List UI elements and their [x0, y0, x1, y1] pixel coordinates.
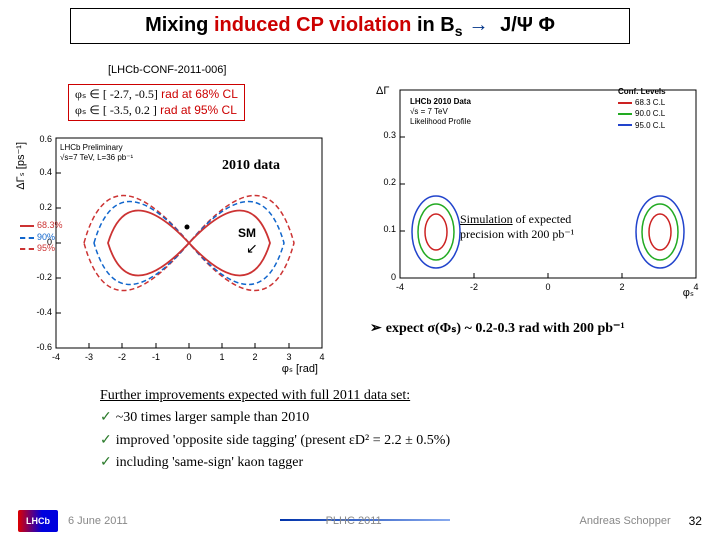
- svg-text:-4: -4: [396, 282, 404, 292]
- right-ylabel: ΔΓ: [376, 85, 389, 97]
- footer-venue: PLHC 2011: [326, 515, 382, 527]
- overlay-2010-data: 2010 data: [222, 158, 280, 174]
- svg-text:-0.4: -0.4: [36, 307, 52, 317]
- lhcb-logo: LHCb: [18, 510, 58, 532]
- check-icon: ✓: [100, 408, 116, 424]
- expect-line: ➢expect σ(Φₛ) ~ 0.2-0.3 rad with 200 pb⁻…: [370, 320, 625, 337]
- svg-text:0.6: 0.6: [39, 134, 52, 144]
- svg-text:-4: -4: [52, 352, 60, 362]
- title-p3-sub: s: [455, 23, 463, 39]
- svg-text:0.2: 0.2: [39, 202, 52, 212]
- further-item-1: ~30 times larger sample than 2010: [116, 410, 310, 425]
- right-title: LHCb 2010 Data: [410, 97, 471, 106]
- title-p2: induced CP violation: [214, 14, 411, 36]
- right-legtitle: Likelihood Profile: [410, 117, 471, 126]
- further-improvements: Further improvements expected with full …: [100, 386, 450, 473]
- title-arrow: →: [463, 14, 495, 36]
- right-cond: √s = 7 TeV: [410, 107, 448, 116]
- left-xlabel: φₛ [rad]: [282, 363, 318, 375]
- title-p4: J/Ψ Φ: [495, 14, 555, 36]
- left-xticks: -4 -3 -2 -1 0 1 2 3 4: [52, 352, 325, 362]
- svg-text:1: 1: [219, 352, 224, 362]
- simulation-caption: Simulation of expected precision with 20…: [460, 212, 574, 242]
- svg-text:-0.2: -0.2: [36, 272, 52, 282]
- svg-text:0.2: 0.2: [383, 177, 396, 187]
- title-p1: Mixing: [145, 14, 214, 36]
- svg-text:0.3: 0.3: [383, 130, 396, 140]
- left-legend: 68.3% 90% 95%: [20, 220, 63, 255]
- svg-text:0: 0: [186, 352, 191, 362]
- slide-title: Mixing induced CP violation in Bs→ J/Ψ Φ: [70, 8, 630, 44]
- expect-arrow-icon: ➢: [370, 321, 386, 336]
- phi-line2-red: rad at 95% CL: [157, 103, 237, 117]
- right-leg-90: 90.0 C.L: [635, 108, 665, 119]
- right-leg-95: 95.0 C.L: [635, 120, 665, 131]
- further-item-3: including 'same-sign' kaon tagger: [116, 455, 303, 470]
- sim-line2: precision with 200 pb⁻¹: [460, 227, 574, 242]
- phi-line2-sym: φₛ ∈ [ -3.5, 0.2 ]: [75, 103, 157, 117]
- svg-text:3: 3: [286, 352, 291, 362]
- further-heading: Further improvements expected with full …: [100, 386, 450, 406]
- svg-text:0.1: 0.1: [383, 224, 396, 234]
- overlay-sm-label: SM: [238, 226, 256, 240]
- further-item-2: improved 'opposite side tagging' (presen…: [116, 433, 450, 448]
- svg-text:-3: -3: [85, 352, 93, 362]
- svg-text:4: 4: [693, 282, 698, 292]
- right-legend-header: Conf. Levels: [618, 86, 708, 97]
- check-icon: ✓: [100, 431, 116, 447]
- phi-line1-sym: φₛ ∈ [ -2.7, -0.5]: [75, 87, 158, 101]
- svg-text:-2: -2: [470, 282, 478, 292]
- expect-text: expect σ(Φₛ) ~ 0.2-0.3 rad with 200 pb⁻¹: [386, 321, 625, 336]
- phi-line1-red: rad at 68% CL: [158, 87, 238, 101]
- svg-text:2: 2: [252, 352, 257, 362]
- footer-author: Andreas Schopper: [580, 515, 671, 527]
- right-leg-68: 68.3 C.L: [635, 97, 665, 108]
- title-p3: in B: [411, 14, 454, 36]
- svg-text:-2: -2: [118, 352, 126, 362]
- check-icon: ✓: [100, 453, 116, 469]
- sm-arrow-icon: ↙: [246, 240, 258, 257]
- right-yticks: 0 0.1 0.2 0.3: [383, 130, 396, 282]
- left-ylabel: ΔΓₛ [ps⁻¹]: [15, 142, 27, 190]
- left-leg-90: 90%: [37, 232, 55, 244]
- right-xticks: -4 -2 0 2 4: [396, 282, 699, 292]
- svg-text:0: 0: [391, 272, 396, 282]
- right-legend: Conf. Levels 68.3 C.L 90.0 C.L 95.0 C.L: [618, 86, 708, 131]
- slide-footer: LHCb 6 June 2011 PLHC 2011 Andreas Schop…: [0, 510, 720, 532]
- page-number: 32: [689, 514, 702, 528]
- left-leg-95: 95%: [37, 243, 55, 255]
- svg-text:4: 4: [319, 352, 324, 362]
- sm-point: [185, 225, 190, 230]
- phi-range-box: φₛ ∈ [ -2.7, -0.5] rad at 68% CL φₛ ∈ [ …: [68, 84, 245, 121]
- svg-text:0.4: 0.4: [39, 167, 52, 177]
- footer-date: 6 June 2011: [68, 515, 128, 527]
- svg-text:2: 2: [619, 282, 624, 292]
- svg-text:0: 0: [545, 282, 550, 292]
- svg-text:-1: -1: [152, 352, 160, 362]
- left-prelim: LHCb Preliminary: [60, 143, 123, 152]
- left-leg-68: 68.3%: [37, 220, 63, 232]
- left-cond: √s=7 TeV, L=36 pb⁻¹: [60, 153, 133, 162]
- reference-label: [LHCb-CONF-2011-006]: [108, 64, 226, 76]
- sim-r: of expected: [513, 212, 572, 226]
- sim-u: Simulation: [460, 212, 513, 226]
- right-xlabel: φₛ: [683, 287, 694, 299]
- svg-text:-0.6: -0.6: [36, 342, 52, 352]
